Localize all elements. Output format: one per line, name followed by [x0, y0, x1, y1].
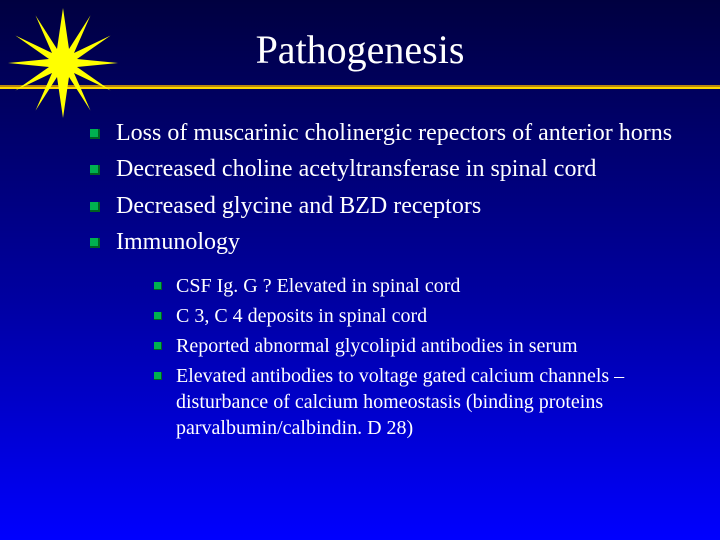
bullet-text: Decreased choline acetyltransferase in s… — [116, 156, 596, 182]
bullet-text: Decreased glycine and BZD receptors — [116, 193, 481, 219]
bullet-item: Loss of muscarinic cholinergic repectors… — [90, 117, 680, 149]
sub-bullet-item: CSF Ig. G ? Elevated in spinal cord — [154, 273, 680, 299]
sub-bullet-item: C 3, C 4 deposits in spinal cord — [154, 303, 680, 329]
bullet-text: Immunology — [116, 229, 240, 255]
sub-bullet-text: C 3, C 4 deposits in spinal cord — [176, 305, 427, 327]
starburst-icon — [8, 8, 118, 118]
sub-bullet-item: Elevated antibodies to voltage gated cal… — [154, 363, 680, 441]
main-bullet-list: Loss of muscarinic cholinergic repectors… — [90, 117, 680, 441]
bullet-item: Decreased choline acetyltransferase in s… — [90, 153, 680, 185]
sub-bullet-text: Reported abnormal glycolipid antibodies … — [176, 335, 578, 357]
sub-bullet-text: CSF Ig. G ? Elevated in spinal cord — [176, 275, 460, 297]
sub-bullet-text: Elevated antibodies to voltage gated cal… — [176, 365, 624, 439]
sub-bullet-list: CSF Ig. G ? Elevated in spinal cord C 3,… — [154, 273, 680, 441]
bullet-item: Immunology CSF Ig. G ? Elevated in spina… — [90, 226, 680, 440]
bullet-item: Decreased glycine and BZD receptors — [90, 190, 680, 222]
content-area: Loss of muscarinic cholinergic repectors… — [0, 89, 720, 441]
bullet-text: Loss of muscarinic cholinergic repectors… — [116, 120, 672, 146]
sub-bullet-item: Reported abnormal glycolipid antibodies … — [154, 333, 680, 359]
